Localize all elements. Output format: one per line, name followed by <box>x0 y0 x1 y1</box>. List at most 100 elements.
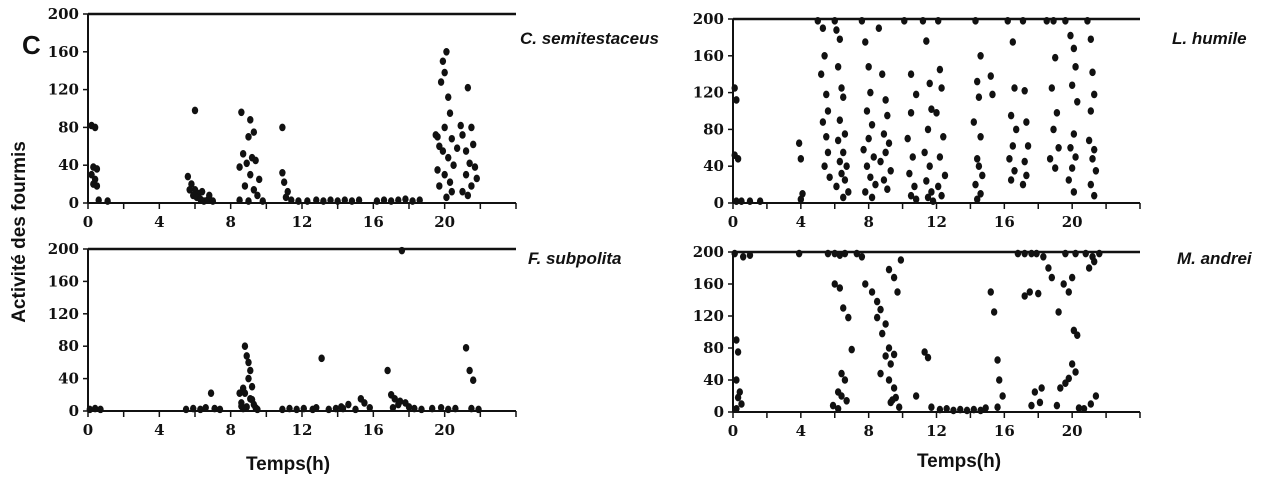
data-point <box>823 90 830 99</box>
data-point <box>879 329 886 338</box>
data-point <box>473 174 480 183</box>
data-point <box>974 155 981 163</box>
data-point <box>280 178 288 187</box>
data-point <box>245 374 252 383</box>
data-point <box>448 187 455 196</box>
x-tick-label: 16 <box>363 421 384 439</box>
data-point <box>887 167 894 175</box>
data-point <box>911 182 918 191</box>
data-point <box>250 128 258 136</box>
data-point <box>824 148 832 157</box>
data-point <box>882 148 889 157</box>
data-point <box>279 405 286 414</box>
data-point <box>733 405 740 413</box>
data-point <box>843 162 850 170</box>
data-point <box>1021 292 1028 300</box>
data-point <box>313 403 320 412</box>
data-point <box>462 170 470 179</box>
data-point <box>434 166 441 174</box>
y-tick-label: 200 <box>693 243 724 261</box>
data-point <box>884 185 891 193</box>
data-point <box>975 93 983 101</box>
x-tick-label: 16 <box>994 422 1015 440</box>
data-point <box>411 404 418 413</box>
data-point <box>845 313 852 322</box>
data-point <box>1021 249 1028 258</box>
data-point <box>1074 98 1081 106</box>
data-point <box>459 131 466 139</box>
data-point <box>897 256 905 264</box>
data-point <box>928 403 935 412</box>
data-point <box>348 197 356 205</box>
data-point <box>987 288 994 296</box>
data-point <box>734 393 742 402</box>
y-tick-label: 200 <box>48 5 79 23</box>
x-tick-label: 4 <box>154 421 164 439</box>
data-point <box>838 169 845 178</box>
data-point <box>814 17 821 25</box>
data-point <box>739 252 747 261</box>
panel-f-subpolita: 0 40 80 120 160 200 0 4 8 12 16 20 F. subpolita <box>48 240 622 439</box>
data-point <box>93 165 101 173</box>
data-point <box>439 147 447 155</box>
data-point <box>436 182 443 190</box>
data-point <box>1068 360 1076 368</box>
x-tick-label: 20 <box>1062 213 1083 231</box>
data-point <box>1024 142 1032 150</box>
panel-c-semitestaceus: 0 40 80 120 160 200 0 4 8 12 16 20 C. semitestaceus <box>48 5 659 231</box>
data-point <box>989 90 996 99</box>
data-point <box>1009 142 1017 150</box>
data-point <box>923 37 930 45</box>
data-point <box>841 176 849 184</box>
x-tick-label: 20 <box>1062 422 1083 440</box>
data-point <box>468 182 475 190</box>
y-tick-label: 0 <box>69 402 79 420</box>
data-point <box>464 83 472 92</box>
y-tick-label: 200 <box>48 240 79 258</box>
data-point <box>868 121 876 129</box>
y-tick-label: 160 <box>693 275 724 293</box>
x-tick-label: 16 <box>363 213 384 231</box>
species-label: M. andrei <box>1177 249 1253 268</box>
data-point <box>1087 35 1095 44</box>
data-point <box>245 197 252 205</box>
data-point <box>950 406 957 415</box>
data-point <box>977 52 984 60</box>
y-tick-label: 160 <box>693 47 724 65</box>
data-point <box>445 93 452 101</box>
data-point <box>882 352 889 360</box>
data-point <box>1028 249 1035 258</box>
data-point <box>885 139 893 147</box>
x-tick-label: 12 <box>926 213 947 231</box>
data-point <box>733 197 740 205</box>
data-point <box>934 182 942 191</box>
data-point <box>921 148 928 157</box>
data-point <box>977 406 984 415</box>
data-point <box>924 353 932 362</box>
data-point <box>853 249 860 258</box>
y-tick-label: 120 <box>693 84 724 102</box>
data-point <box>206 191 213 200</box>
data-point <box>926 162 933 170</box>
data-point <box>840 304 847 312</box>
data-point <box>840 193 847 202</box>
data-point <box>437 403 445 412</box>
data-point <box>184 172 192 181</box>
data-point <box>834 405 842 413</box>
data-point <box>836 35 844 44</box>
data-point <box>1091 257 1098 266</box>
y-tick-label: 40 <box>58 156 79 174</box>
x-tick-label: 20 <box>434 421 455 439</box>
data-point <box>373 197 381 205</box>
data-point <box>1072 153 1079 161</box>
data-point <box>887 360 894 368</box>
y-tick-label: 160 <box>48 272 79 290</box>
data-point <box>1031 388 1039 396</box>
data-point <box>1060 280 1067 288</box>
data-point <box>1075 404 1083 412</box>
data-point <box>867 88 874 97</box>
data-point <box>313 196 320 204</box>
data-point <box>1065 288 1072 296</box>
data-point <box>341 196 348 204</box>
data-point <box>446 109 454 118</box>
